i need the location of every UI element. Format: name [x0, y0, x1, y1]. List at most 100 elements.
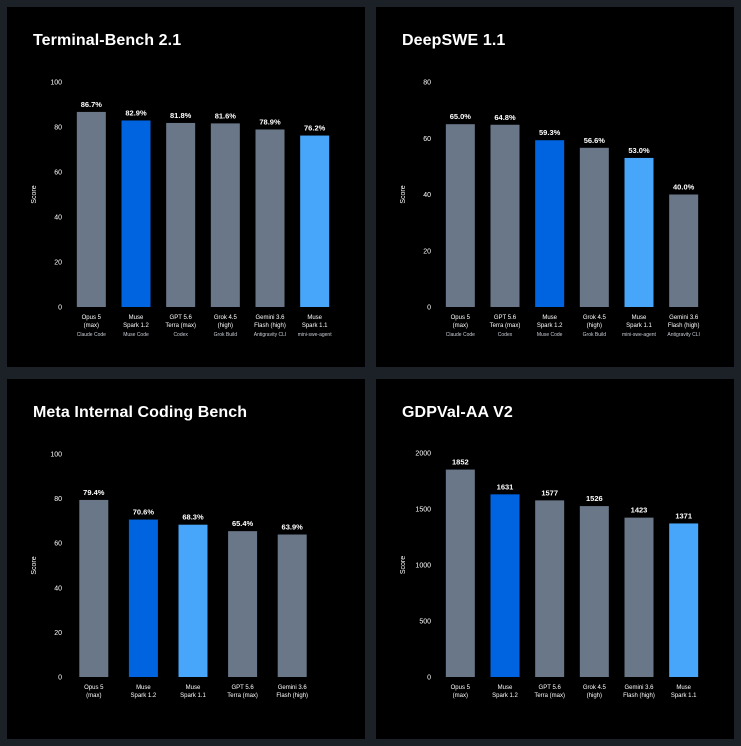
- y-tick-label: 0: [58, 305, 62, 312]
- x-tick-label: Spark 1.1: [180, 693, 206, 699]
- y-axis-label: Score: [31, 185, 38, 203]
- bar: [300, 135, 330, 307]
- x-tick-label: Muse: [307, 315, 322, 321]
- bar: [166, 122, 196, 307]
- y-tick-label: 40: [423, 192, 431, 199]
- y-tick-label: 60: [423, 136, 431, 143]
- chart-title: DeepSWE 1.1: [402, 32, 506, 49]
- x-tick-label: Grok 4.5: [583, 315, 607, 321]
- x-tick-label: Muse: [676, 685, 691, 691]
- x-tick-label: Spark 1.2: [492, 693, 518, 699]
- y-tick-label: 100: [50, 80, 62, 87]
- chart-title: Meta Internal Coding Bench: [33, 404, 248, 421]
- bar-chart: Score 0 20 40 60 80 100 86.7% Opus 5 (max) Claude …: [31, 80, 333, 339]
- y-tick-label: 0: [427, 675, 431, 682]
- x-tick-label: (max): [86, 693, 101, 699]
- x-tick-label: Muse: [136, 685, 151, 691]
- x-tick-label: Grok 4.5: [583, 685, 607, 691]
- x-tick-label: (max): [84, 323, 99, 329]
- x-tick-sublabel: Codex: [498, 332, 513, 338]
- y-tick-label: 80: [54, 496, 62, 503]
- x-tick-label: Flash (high): [623, 693, 655, 699]
- x-tick-sublabel: Grok Build: [214, 332, 238, 338]
- x-tick-label: Opus 5: [451, 315, 471, 321]
- data-label: 78.9%: [259, 117, 281, 126]
- x-tick-label: Spark 1.1: [626, 323, 652, 329]
- x-tick-label: Spark 1.1: [302, 323, 328, 329]
- y-tick-label: 80: [54, 125, 62, 132]
- x-tick-sublabel: mini-swe-agent: [622, 332, 657, 338]
- x-tick-label: (high): [587, 693, 602, 699]
- x-tick-label: Spark 1.2: [123, 323, 149, 329]
- y-tick-label: 2000: [415, 451, 431, 458]
- x-tick-label: GPT 5.6: [539, 685, 562, 691]
- x-tick-label: Gemini 3.6: [255, 315, 285, 321]
- x-tick-sublabel: Claude Code: [77, 332, 106, 338]
- x-tick-label: GPT 5.6: [494, 315, 517, 321]
- x-tick-label: Flash (high): [668, 323, 700, 329]
- data-label: 64.8%: [494, 113, 516, 122]
- chart-panel-terminal-bench: Terminal-Bench 2.1 Score 0 20 40 60 80 100 86.7…: [7, 7, 365, 367]
- y-tick-label: 20: [54, 260, 62, 267]
- bar: [579, 147, 609, 307]
- y-axis-label: Score: [400, 556, 407, 574]
- x-tick-label: Flash (high): [254, 323, 286, 329]
- x-tick-label: Terra (max): [165, 323, 196, 329]
- data-label: 65.0%: [450, 112, 472, 121]
- bar: [535, 140, 565, 307]
- y-tick-label: 60: [54, 170, 62, 177]
- bar-chart: Score 0 20 40 60 80 65.0% Opus 5 (max) Claude Cod…: [400, 80, 700, 339]
- x-tick-label: Muse: [186, 685, 201, 691]
- data-label: 82.9%: [125, 108, 147, 117]
- data-label: 86.7%: [81, 100, 103, 109]
- bar: [490, 124, 520, 307]
- x-tick-sublabel: Grok Build: [583, 332, 607, 338]
- bar: [79, 499, 109, 677]
- x-tick-label: GPT 5.6: [170, 315, 193, 321]
- y-tick-label: 100: [50, 452, 62, 459]
- x-tick-sublabel: mini-swe-agent: [298, 332, 333, 338]
- data-label: 59.3%: [539, 128, 561, 137]
- x-tick-label: Terra (max): [534, 693, 565, 699]
- bar-chart: Score 0 20 40 60 80 100 79.4% Opus 5 (max) 70.6% Mu…: [31, 452, 308, 700]
- data-label: 81.8%: [170, 111, 192, 120]
- data-label: 1423: [631, 506, 648, 515]
- x-tick-sublabel: Claude Code: [446, 332, 475, 338]
- x-tick-label: GPT 5.6: [231, 685, 254, 691]
- data-label: 1631: [497, 482, 514, 491]
- x-tick-label: (max): [453, 323, 468, 329]
- y-tick-label: 1500: [415, 507, 431, 514]
- y-tick-label: 500: [419, 619, 431, 626]
- x-tick-label: Flash (high): [276, 693, 308, 699]
- x-tick-label: Opus 5: [451, 685, 471, 691]
- bar: [277, 534, 307, 677]
- x-tick-label: Spark 1.2: [131, 693, 157, 699]
- bar: [579, 506, 609, 677]
- x-tick-label: Spark 1.1: [671, 693, 697, 699]
- chart-panel-gdpval-aa: GDPVal-AA V2 Score 0 500 1000 1500 2000 1852 Op…: [376, 379, 734, 739]
- x-tick-label: Muse: [632, 315, 647, 321]
- y-tick-label: 1000: [415, 563, 431, 570]
- x-tick-label: Terra (max): [227, 693, 258, 699]
- x-tick-label: (max): [453, 693, 468, 699]
- x-tick-sublabel: Muse Code: [537, 332, 563, 338]
- y-axis-label: Score: [31, 556, 38, 574]
- data-label: 56.6%: [584, 136, 606, 145]
- chart-panel-deepswe: DeepSWE 1.1 Score 0 20 40 60 80 65.0% Opus 5 (ma…: [376, 7, 734, 367]
- data-label: 81.6%: [215, 111, 237, 120]
- y-tick-label: 20: [54, 630, 62, 637]
- chart-title: GDPVal-AA V2: [402, 404, 513, 421]
- y-tick-label: 80: [423, 80, 431, 87]
- x-tick-label: Terra (max): [490, 323, 521, 329]
- x-tick-label: Spark 1.2: [537, 323, 563, 329]
- x-tick-label: Grok 4.5: [214, 315, 238, 321]
- data-label: 1371: [675, 511, 692, 520]
- x-tick-label: Muse: [542, 315, 557, 321]
- x-tick-label: Gemini 3.6: [669, 315, 699, 321]
- x-tick-sublabel: Muse Code: [123, 332, 149, 338]
- x-tick-sublabel: Antigravity CLI: [667, 332, 700, 338]
- bar: [624, 517, 654, 677]
- x-tick-label: (high): [587, 323, 602, 329]
- chart-panel-meta-internal-coding-bench: Meta Internal Coding Bench Score 0 20 40 60 8…: [7, 379, 365, 739]
- bar: [128, 519, 158, 677]
